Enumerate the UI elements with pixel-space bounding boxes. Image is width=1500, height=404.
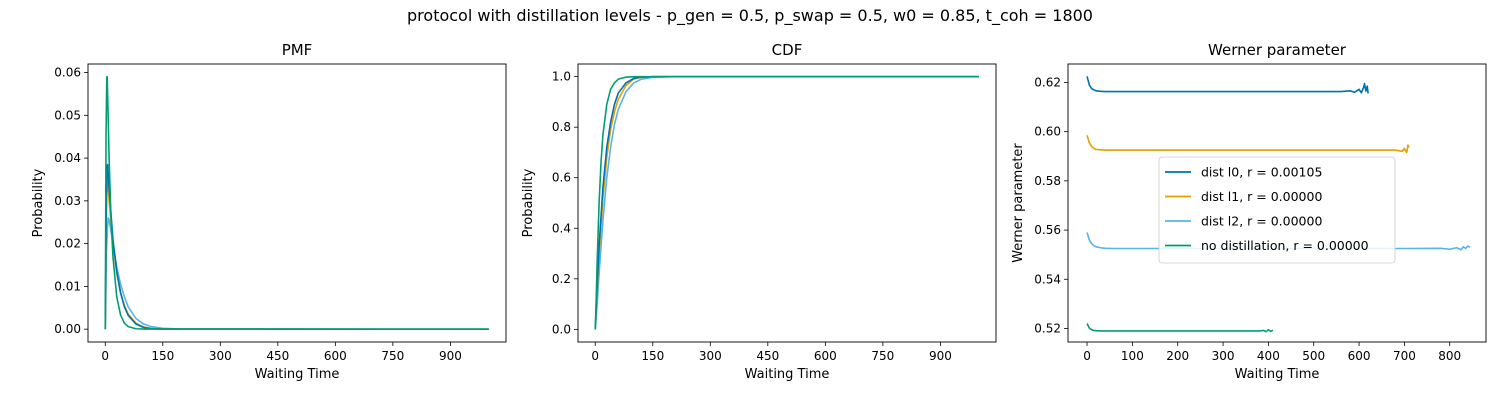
- chart-cdf-xtick-label: 900: [929, 349, 952, 363]
- chart-werner-parameter-xtick-label: 800: [1438, 349, 1461, 363]
- chart-pmf-line-dist-l2: [104, 217, 489, 330]
- chart-pmf-line-no-distillation: [104, 76, 489, 330]
- chart-pmf-ytick-label: 0.03: [54, 194, 81, 208]
- chart-pmf-xtick-label: 900: [439, 349, 462, 363]
- chart-cdf-line-dist-l0: [594, 75, 979, 330]
- chart-werner-parameter-xtick-label: 400: [1257, 349, 1280, 363]
- chart-werner-parameter-line-dist-l0: [1086, 76, 1369, 94]
- chart-werner-parameter-xlabel: Waiting Time: [1235, 367, 1320, 382]
- chart-pmf-line-dist-l1: [104, 178, 489, 330]
- chart-cdf-line-no-distillation: [594, 75, 979, 330]
- legend-frame: [1158, 156, 1396, 264]
- chart-werner-parameter-xtick-label: 200: [1166, 349, 1189, 363]
- chart-cdf-ytick-label: 0.0: [552, 322, 571, 336]
- chart-cdf-ytick-label: 0.2: [552, 272, 571, 286]
- chart-cdf-xtick-label: 0: [591, 349, 599, 363]
- chart-werner-parameter-ytick-label: 0.52: [1034, 321, 1061, 335]
- chart-werner-parameter-ytick-label: 0.62: [1034, 75, 1061, 89]
- chart-cdf-axes-frame: [577, 63, 997, 343]
- chart-cdf-ytick-label: 0.8: [552, 120, 571, 134]
- chart-pmf-title: PMF: [282, 41, 313, 59]
- chart-werner-parameter-ytick-label: 0.54: [1034, 272, 1061, 286]
- chart-cdf-title: CDF: [772, 41, 803, 59]
- chart-pmf-ylabel: Probability: [31, 168, 46, 237]
- chart-werner-parameter-ytick-label: 0.60: [1034, 125, 1061, 139]
- chart-cdf-ylabel: Probability: [521, 168, 536, 237]
- chart-cdf-xtick-label: 150: [641, 349, 664, 363]
- chart-werner-parameter-ytick-label: 0.56: [1034, 223, 1061, 237]
- chart-pmf-xtick-label: 600: [324, 349, 347, 363]
- chart-pmf-line-dist-l0: [104, 163, 489, 330]
- chart-werner-parameter-axes-frame: [1067, 63, 1487, 343]
- chart-werner-parameter-legend: dist l0, r = 0.00105 dist l1, r = 0.00000…: [1158, 156, 1396, 264]
- chart-werner-parameter-xtick-label: 0: [1083, 349, 1091, 363]
- chart-werner-parameter-xtick-label: 600: [1348, 349, 1371, 363]
- chart-werner-parameter-xtick-label: 300: [1212, 349, 1235, 363]
- chart-cdf-xtick-label: 300: [699, 349, 722, 363]
- chart-cdf-xtick-label: 750: [871, 349, 894, 363]
- chart-cdf-line-dist-l2: [594, 75, 979, 330]
- chart-pmf-ytick-label: 0.04: [54, 151, 81, 165]
- legend-label-no-distillation: no distillation, r = 0.00000: [1201, 238, 1369, 253]
- chart-werner-parameter-title: Werner parameter: [1208, 41, 1347, 59]
- chart-pmf-xtick-label: 450: [266, 349, 289, 363]
- chart-cdf-line-dist-l1: [594, 75, 979, 330]
- chart-werner-parameter-xtick-label: 100: [1121, 349, 1144, 363]
- chart-werner-parameter: 0 100 200 300 400 500 600 700 800 0.52 0.54 0.56 0.5…: [1011, 41, 1487, 382]
- chart-pmf-xtick-label: 750: [381, 349, 404, 363]
- chart-pmf-xtick-label: 150: [151, 349, 174, 363]
- chart-cdf-series: [594, 75, 979, 330]
- chart-werner-parameter-xtick-label: 700: [1393, 349, 1416, 363]
- chart-cdf: 0 150 300 450 600 750 900 0.0 0.2 0.4 0.6 0.8 1.0 CDF…: [521, 41, 997, 382]
- chart-cdf-xtick-label: 450: [756, 349, 779, 363]
- chart-pmf-xlabel: Waiting Time: [255, 367, 340, 382]
- chart-werner-parameter-ytick-label: 0.58: [1034, 174, 1061, 188]
- chart-cdf-xlabel: Waiting Time: [745, 367, 830, 382]
- chart-pmf-xtick-label: 0: [101, 349, 109, 363]
- chart-pmf-xtick-label: 300: [209, 349, 232, 363]
- chart-pmf-ytick-label: 0.01: [54, 279, 81, 293]
- legend-label-dist-l1: dist l1, r = 0.00000: [1201, 189, 1322, 204]
- chart-cdf-xtick-label: 600: [814, 349, 837, 363]
- chart-cdf-ytick-label: 0.6: [552, 171, 571, 185]
- chart-werner-parameter-line-no-distillation: [1086, 323, 1274, 333]
- chart-pmf-series: [104, 76, 489, 330]
- chart-pmf: 0 150 300 450 600 750 900 0.00 0.01 0.02 0.03 0.04 0…: [31, 41, 507, 382]
- chart-pmf-axes-frame: [87, 63, 507, 343]
- chart-cdf-ytick-label: 1.0: [552, 70, 571, 84]
- chart-pmf-ytick-label: 0.02: [54, 237, 81, 251]
- legend-label-dist-l2: dist l2, r = 0.00000: [1201, 214, 1322, 229]
- chart-werner-parameter-xtick-label: 500: [1302, 349, 1325, 363]
- chart-pmf-ytick-label: 0.06: [54, 66, 81, 80]
- legend-label-dist-l0: dist l0, r = 0.00105: [1201, 165, 1322, 180]
- chart-werner-parameter-line-dist-l1: [1086, 135, 1410, 154]
- figure-suptitle: protocol with distillation levels - p_ge…: [407, 6, 1093, 25]
- chart-pmf-ytick-label: 0.05: [54, 108, 81, 122]
- chart-cdf-ytick-label: 0.4: [552, 221, 571, 235]
- chart-werner-parameter-ylabel: Werner parameter: [1011, 143, 1026, 263]
- chart-pmf-ytick-label: 0.00: [54, 322, 81, 336]
